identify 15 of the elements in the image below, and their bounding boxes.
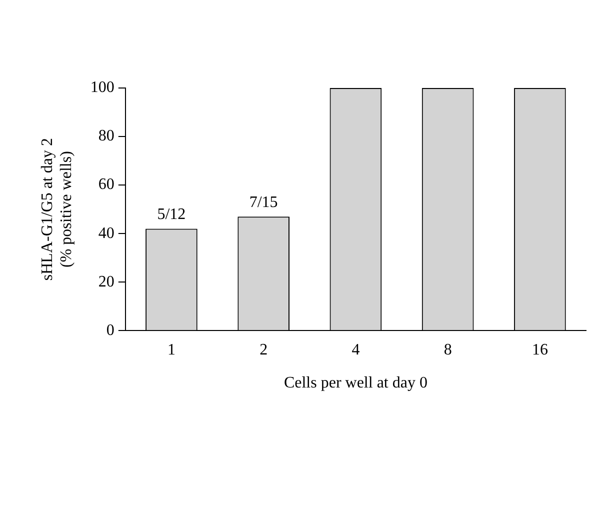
y-tick-label: 80 bbox=[98, 128, 114, 145]
annotation: 7/15 bbox=[249, 194, 278, 211]
x-tick-label: 16 bbox=[532, 341, 548, 358]
y-tick-label: 100 bbox=[90, 79, 114, 96]
x-tick-label: 8 bbox=[444, 341, 452, 358]
y-tick-label: 20 bbox=[98, 273, 114, 290]
y-tick-label: 60 bbox=[98, 176, 114, 194]
x-tick-label: 2 bbox=[260, 341, 268, 358]
y-tick-label: 0 bbox=[106, 322, 114, 339]
x-axis-title: Cells per well at day 0 bbox=[284, 374, 428, 392]
y-axis-title: sHLA-G1/G5 at day 2 (% positive wells) bbox=[38, 138, 76, 281]
x-tick-label: 1 bbox=[167, 341, 176, 358]
y-tick-label: 40 bbox=[98, 224, 114, 242]
x-tick-label: 4 bbox=[352, 341, 360, 358]
annotation: 5/12 bbox=[157, 206, 186, 223]
